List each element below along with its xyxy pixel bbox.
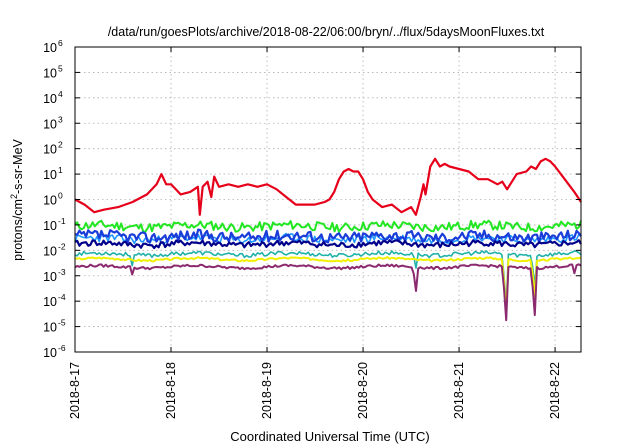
x-tick-label: 2018-8-18 xyxy=(164,362,178,419)
y-axis-label: protons/cm2-s-sr-MeV xyxy=(9,138,25,260)
y-tick-label: 10 xyxy=(43,321,57,335)
grid-lines xyxy=(74,47,581,352)
y-axis: 10 -610 -510 -410 -310 -210 -110 010 110 210 310 41… xyxy=(43,38,581,360)
y-tick-label: 10 xyxy=(43,194,57,208)
data-series xyxy=(74,157,582,322)
x-tick-label: 2018-8-21 xyxy=(452,362,466,419)
y-tick-label: 10 xyxy=(43,117,57,131)
x-tick-label: 2018-8-20 xyxy=(356,362,370,419)
series-line xyxy=(74,263,582,322)
series-line xyxy=(74,250,582,308)
series-line xyxy=(74,256,582,315)
y-tick-label: 10 xyxy=(43,346,57,360)
y-tick-exponent: 1 xyxy=(58,165,63,175)
x-tick-label: 2018-8-22 xyxy=(548,362,562,419)
y-tick-exponent: -3 xyxy=(58,267,66,277)
chart-title: /data/run/goesPlots/archive/2018-08-22/0… xyxy=(108,25,545,39)
y-tick-exponent: 3 xyxy=(58,114,63,124)
y-tick-exponent: -2 xyxy=(58,241,66,251)
x-tick-label: 2018-8-19 xyxy=(260,362,274,419)
y-tick-exponent: -5 xyxy=(58,318,66,328)
y-tick-exponent: 5 xyxy=(58,63,63,73)
y-tick-label: 10 xyxy=(43,219,57,233)
y-tick-label: 10 xyxy=(43,295,57,309)
y-tick-label: 10 xyxy=(43,66,57,80)
y-tick-exponent: -6 xyxy=(58,343,66,353)
y-tick-exponent: 0 xyxy=(58,191,63,201)
x-axis: 2018-8-17 2018-8-18 2018-8-19 2018-8-20 2018… xyxy=(68,47,562,419)
y-tick-exponent: -1 xyxy=(58,216,66,226)
y-tick-exponent: 2 xyxy=(58,140,63,150)
series-line xyxy=(74,228,582,244)
y-tick-exponent: -4 xyxy=(58,292,66,302)
y-tick-label: 10 xyxy=(43,244,57,258)
y-tick-label: 10 xyxy=(43,270,57,284)
series-line xyxy=(74,157,582,216)
y-tick-label: 10 xyxy=(43,92,57,106)
y-tick-exponent: 4 xyxy=(58,89,63,99)
series-line xyxy=(74,219,582,233)
y-tick-label: 10 xyxy=(43,168,57,182)
y-tick-label: 10 xyxy=(43,143,57,157)
x-tick-label: 2018-8-17 xyxy=(68,362,82,419)
series-line xyxy=(74,239,582,250)
y-tick-exponent: 6 xyxy=(58,38,63,48)
x-axis-label: Coordinated Universal Time (UTC) xyxy=(230,429,429,444)
y-tick-label: 10 xyxy=(43,41,57,55)
